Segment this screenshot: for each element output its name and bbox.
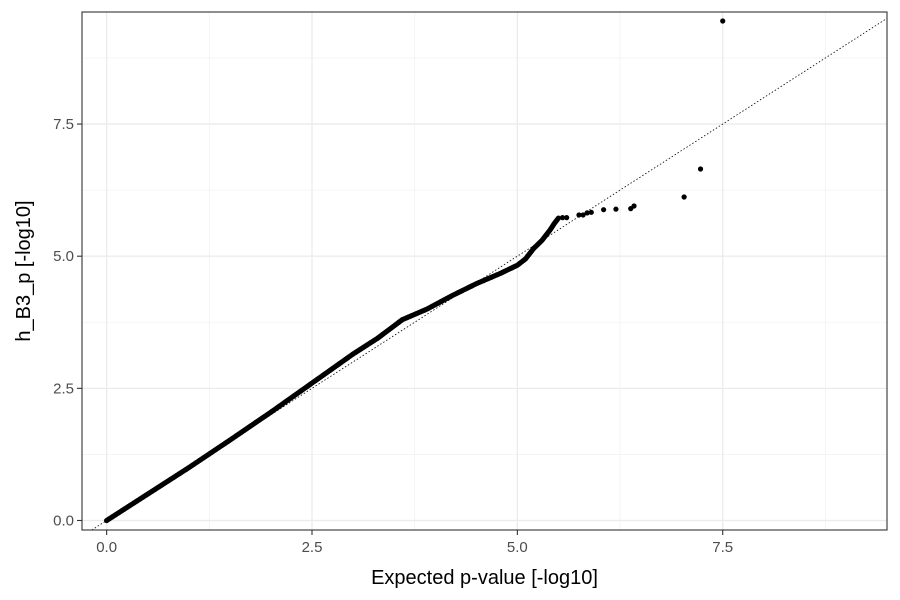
y-tick-label: 0.0 [53,512,74,529]
data-point-outlier [576,212,582,218]
data-point-outlier [588,209,594,215]
plot-panel-background [82,12,887,530]
major-gridlines [82,12,887,530]
data-point-outlier [681,194,687,200]
x-tick-label: 5.0 [507,539,528,556]
data-point-outlier [564,215,570,221]
data-point [555,215,562,221]
data-point-outlier [720,18,726,24]
y-tick-label: 7.5 [53,116,74,133]
x-axis-ticks: 0.0 2.5 5.0 7.5 [96,530,733,556]
data-point-outlier [613,206,619,212]
x-tick-label: 2.5 [302,539,323,556]
plot-panel-border [81,11,888,531]
y-axis-ticks: 0.0 2.5 5.0 7.5 [53,116,82,529]
data-point-outlier [580,212,586,218]
data-point-outlier [631,203,637,209]
data-point-outlier [584,210,590,216]
y-tick-label: 5.0 [53,248,74,265]
data-point-outlier [601,207,607,213]
x-tick-label: 7.5 [712,539,733,556]
data-point-outlier [559,215,566,221]
data-points [104,18,726,524]
minor-gridlines [82,12,887,530]
data-point-outlier [697,166,704,172]
y-axis-title: h_B3_p [-log10] [13,200,35,341]
x-tick-label: 0.0 [96,539,117,556]
y-tick-label: 2.5 [53,380,74,397]
x-axis-title: Expected p-value [-log10] [371,567,598,589]
